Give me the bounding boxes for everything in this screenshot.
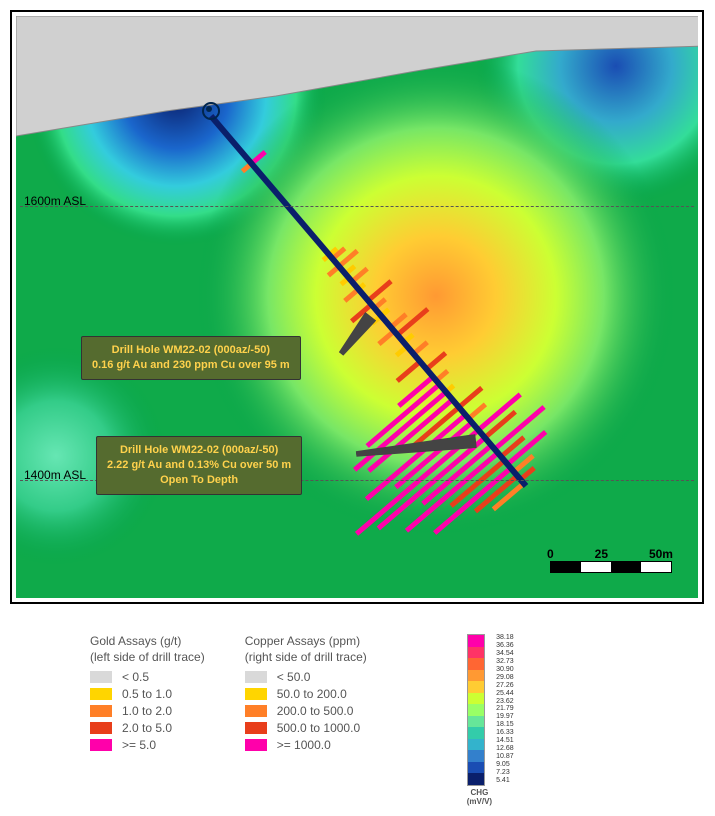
ramp-tick: 12.68 bbox=[496, 745, 514, 752]
callout-box: Drill Hole WM22-02 (000az/-50)0.16 g/t A… bbox=[81, 336, 301, 380]
scale-tick: 25 bbox=[595, 547, 608, 561]
cross-section-figure: 1600m ASL 1400m ASL Drill Hole WM22-02 (… bbox=[10, 10, 704, 604]
legend-title: Gold Assays (g/t) bbox=[90, 634, 205, 648]
callout-box: Drill Hole WM22-02 (000az/-50)2.22 g/t A… bbox=[96, 436, 302, 495]
callout-line: Drill Hole WM22-02 (000az/-50) bbox=[92, 343, 290, 358]
callout-line: Open To Depth bbox=[107, 473, 291, 488]
legend-label: 0.5 to 1.0 bbox=[122, 687, 172, 701]
ramp-tick: 14.51 bbox=[496, 737, 514, 744]
legend-swatch bbox=[245, 671, 267, 683]
legend-label: 200.0 to 500.0 bbox=[277, 704, 354, 718]
ramp-tick: 29.08 bbox=[496, 674, 514, 681]
legend-subtitle: (right side of drill trace) bbox=[245, 650, 367, 664]
legend-swatch bbox=[90, 722, 112, 734]
legend-swatch bbox=[90, 688, 112, 700]
legend-row: 0.5 to 1.0 bbox=[90, 687, 205, 701]
callout-line: Drill Hole WM22-02 (000az/-50) bbox=[107, 443, 291, 458]
legend-row: 1.0 to 2.0 bbox=[90, 704, 205, 718]
ramp-tick: 30.90 bbox=[496, 666, 514, 673]
ramp-caption: CHG bbox=[471, 788, 489, 797]
legend-row: < 0.5 bbox=[90, 670, 205, 684]
legend-label: 50.0 to 200.0 bbox=[277, 687, 347, 701]
ramp-unit: (mV/V) bbox=[467, 797, 492, 806]
legend-row: < 50.0 bbox=[245, 670, 367, 684]
map-area: 1600m ASL 1400m ASL Drill Hole WM22-02 (… bbox=[16, 16, 698, 598]
legend-swatch bbox=[245, 688, 267, 700]
legend-row: >= 1000.0 bbox=[245, 738, 367, 752]
legend-swatch bbox=[90, 705, 112, 717]
legend-swatch bbox=[90, 739, 112, 751]
scale-tick: 50m bbox=[649, 547, 673, 561]
legend-label: 500.0 to 1000.0 bbox=[277, 721, 360, 735]
legend-swatch bbox=[245, 739, 267, 751]
legend-label: 1.0 to 2.0 bbox=[122, 704, 172, 718]
callout-line: 2.22 g/t Au and 0.13% Cu over 50 m bbox=[107, 458, 291, 473]
heatmap-svg bbox=[16, 16, 698, 598]
ramp-tick: 18.15 bbox=[496, 721, 514, 728]
legend-row: 200.0 to 500.0 bbox=[245, 704, 367, 718]
ramp-tick: 23.62 bbox=[496, 698, 514, 705]
legend-label: >= 5.0 bbox=[122, 738, 156, 752]
legend-title: Copper Assays (ppm) bbox=[245, 634, 367, 648]
legend-row: 500.0 to 1000.0 bbox=[245, 721, 367, 735]
legend-label: 2.0 to 5.0 bbox=[122, 721, 172, 735]
legend-label: < 50.0 bbox=[277, 670, 311, 684]
ramp-tick: 32.73 bbox=[496, 658, 514, 665]
scale-bar: 0 25 50m bbox=[550, 547, 673, 573]
ramp-tick: 19.97 bbox=[496, 713, 514, 720]
ramp-tick: 16.33 bbox=[496, 729, 514, 736]
legend-row: >= 5.0 bbox=[90, 738, 205, 752]
legend-row: 2.0 to 5.0 bbox=[90, 721, 205, 735]
legend-swatch bbox=[245, 722, 267, 734]
legend-label: < 0.5 bbox=[122, 670, 149, 684]
legend-swatch bbox=[90, 671, 112, 683]
legend-swatch bbox=[245, 705, 267, 717]
ramp-tick: 38.18 bbox=[496, 634, 514, 641]
ramp-tick: 27.26 bbox=[496, 682, 514, 689]
callout-line: 0.16 g/t Au and 230 ppm Cu over 95 m bbox=[92, 358, 290, 373]
elev-label-1600: 1600m ASL bbox=[24, 194, 86, 208]
legend-copper: Copper Assays (ppm) (right side of drill… bbox=[245, 634, 367, 806]
ramp-tick: 36.36 bbox=[496, 642, 514, 649]
ramp-tick: 10.87 bbox=[496, 753, 514, 760]
legend-subtitle: (left side of drill trace) bbox=[90, 650, 205, 664]
legend-row: 50.0 to 200.0 bbox=[245, 687, 367, 701]
legend-area: Gold Assays (g/t) (left side of drill tr… bbox=[90, 634, 705, 806]
ramp-tick: 9.05 bbox=[496, 761, 514, 768]
ramp-tick: 34.54 bbox=[496, 650, 514, 657]
drill-collar-marker bbox=[202, 102, 220, 120]
scale-tick: 0 bbox=[547, 547, 554, 561]
ramp-tick: 25.44 bbox=[496, 690, 514, 697]
elev-label-1400: 1400m ASL bbox=[24, 468, 86, 482]
ramp-tick: 21.79 bbox=[496, 705, 514, 712]
legend-gold: Gold Assays (g/t) (left side of drill tr… bbox=[90, 634, 205, 806]
legend-chargeability: CHG(mV/V) 38.1836.3634.5432.7330.9029.08… bbox=[467, 634, 514, 806]
ramp-tick: 5.41 bbox=[496, 777, 514, 784]
elev-line-1600 bbox=[20, 206, 694, 207]
ramp-tick: 7.23 bbox=[496, 769, 514, 776]
legend-label: >= 1000.0 bbox=[277, 738, 331, 752]
